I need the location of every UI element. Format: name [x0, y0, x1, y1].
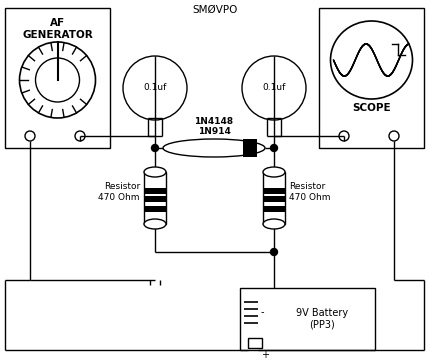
Bar — [144, 206, 166, 212]
Text: -: - — [261, 307, 265, 317]
Bar — [240, 288, 375, 350]
Circle shape — [242, 56, 306, 120]
Text: 0.1uf: 0.1uf — [143, 84, 167, 93]
Ellipse shape — [263, 219, 285, 229]
Bar — [5, 8, 110, 148]
Ellipse shape — [144, 167, 166, 177]
Circle shape — [271, 144, 278, 152]
Ellipse shape — [163, 139, 265, 157]
Bar — [263, 172, 285, 224]
Text: 0.1uf: 0.1uf — [262, 84, 286, 93]
Bar — [263, 196, 285, 202]
Ellipse shape — [144, 219, 166, 229]
Bar — [263, 206, 285, 212]
Text: +: + — [261, 350, 269, 360]
Text: 1N4148
1N914: 1N4148 1N914 — [194, 117, 233, 136]
Bar — [144, 172, 166, 224]
Text: SCOPE: SCOPE — [352, 103, 391, 113]
Bar — [243, 139, 257, 157]
Bar — [319, 8, 424, 148]
Circle shape — [271, 248, 278, 256]
Circle shape — [123, 56, 187, 120]
Text: AF
GENERATOR: AF GENERATOR — [22, 18, 93, 40]
Text: SMØVPO: SMØVPO — [192, 5, 238, 15]
Bar — [263, 188, 285, 194]
Ellipse shape — [263, 167, 285, 177]
Text: 9V Battery
(PP3): 9V Battery (PP3) — [296, 308, 348, 330]
Circle shape — [151, 144, 158, 152]
Bar — [248, 338, 262, 348]
Text: Resistor
470 Ohm: Resistor 470 Ohm — [99, 182, 140, 202]
Bar — [144, 196, 166, 202]
Text: Resistor
470 Ohm: Resistor 470 Ohm — [289, 182, 330, 202]
Bar — [144, 188, 166, 194]
